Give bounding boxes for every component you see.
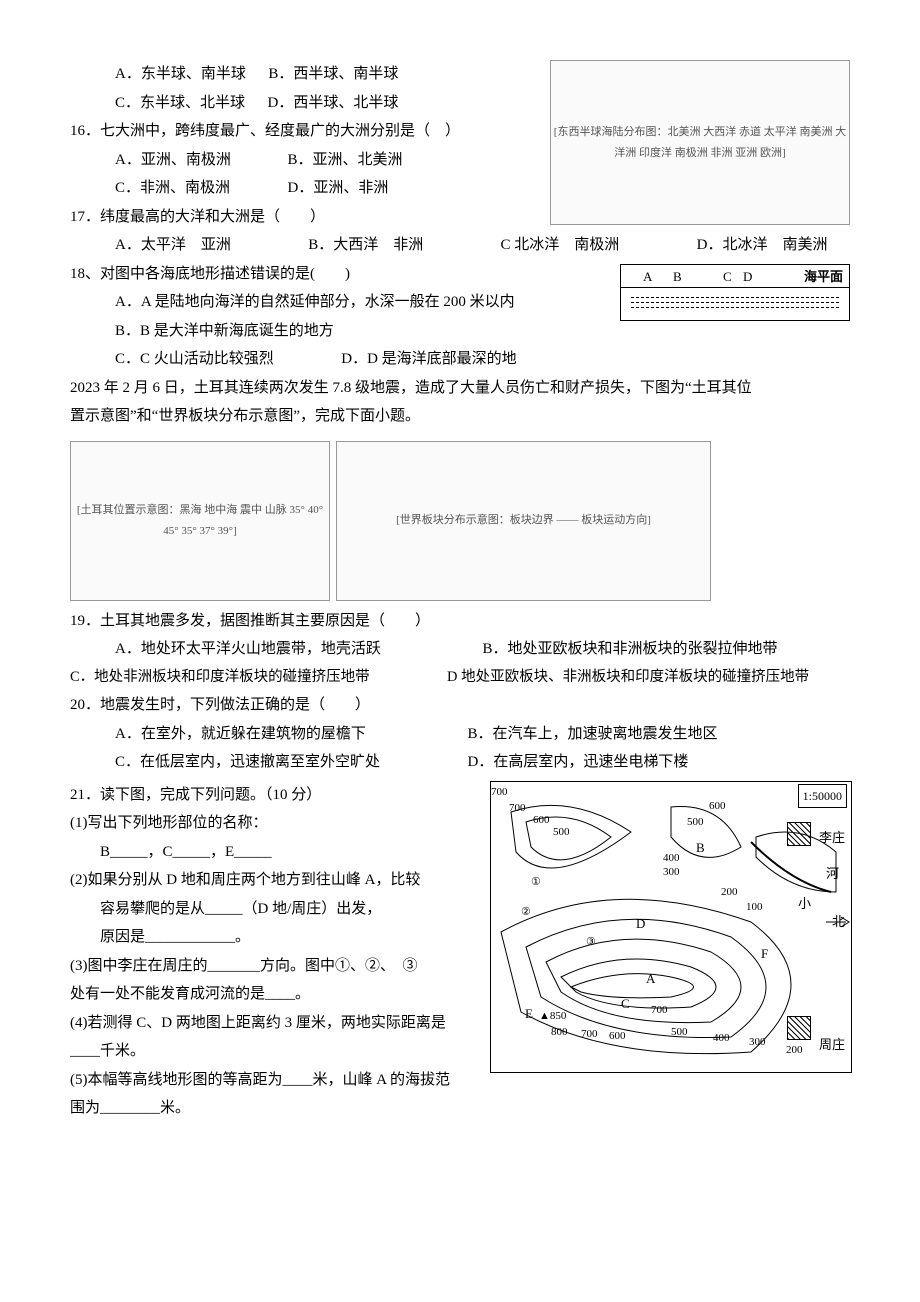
q20-opt-a: A．在室外，就近躲在建筑物的屋檐下 — [70, 720, 445, 749]
plate-map: [世界板块分布示意图：板块边界 —— 板块运动方向] — [336, 441, 711, 601]
c-A: A — [646, 967, 655, 992]
passage-turkey-l1: 2023 年 2 月 6 日，土耳其连续两次发生 7.8 级地震，造成了大量人员… — [70, 374, 850, 403]
c-500: 500 — [553, 822, 570, 843]
seafloor-figure: A B C D 海平面 — [620, 264, 850, 321]
q20-options-row1: A．在室外，就近躲在建筑物的屋檐下 B．在汽车上，加速驶离地震发生地区 — [70, 720, 850, 749]
q21-p1b: B_____，C_____，E_____ — [70, 838, 484, 867]
q19-options-row2: C．地处非洲板块和印度洋板块的碰撞挤压地带 D 地处亚欧板块、非洲板块和印度洋板… — [70, 664, 850, 692]
q16-options-row2: C．非洲、南极洲 D．亚洲、非洲 — [70, 174, 542, 203]
q19-opt-a: A．地处环太平洋火山地震带，地壳活跃 — [70, 635, 460, 664]
q15-opt-a: A．东半球、南半球 — [115, 60, 246, 89]
village-li-icon — [787, 822, 811, 846]
q16-stem: 16．七大洲中，跨纬度最广、经度最广的大洲分别是（ ） — [70, 117, 542, 146]
q19-stem: 19．土耳其地震多发，据图推断其主要原因是（ ） — [70, 607, 850, 636]
c-600c: 600 — [609, 1026, 626, 1047]
seafloor-label-d: D — [743, 265, 752, 290]
c-400b: 400 — [713, 1028, 730, 1049]
river-label: 河 — [826, 862, 839, 887]
q20-opt-b: B．在汽车上，加速驶离地震发生地区 — [468, 720, 718, 749]
turkey-location-caption: [土耳其位置示意图：黑海 地中海 震中 山脉 35° 40° 45° 35° 3… — [71, 500, 329, 542]
q20-stem: 20．地震发生时，下列做法正确的是（ ） — [70, 691, 850, 720]
c-700a: 700 — [491, 782, 508, 803]
q16-opt-c: C．非洲、南极洲 — [115, 174, 265, 203]
q19-opt-b: B．地处亚欧板块和非洲板块的张裂拉伸地带 — [483, 635, 778, 664]
q17-opt-c: C 北冰洋 南极洲 — [501, 231, 620, 260]
c-D: D — [636, 912, 645, 937]
q15-options-row1: A．东半球、南半球 B．西半球、南半球 — [70, 60, 542, 89]
c-700b: 700 — [581, 1024, 598, 1045]
c-500c: 500 — [671, 1022, 688, 1043]
seafloor-label-a: A — [643, 265, 652, 290]
c-300b: 300 — [749, 1032, 766, 1053]
q20-opt-c: C．在低层室内，迅速撤离至室外空旷处 — [70, 748, 445, 777]
q18-stem: 18、对图中各海底地形描述错误的是( ) — [70, 260, 614, 289]
c-800: 800 — [551, 1022, 568, 1043]
c-B: B — [696, 836, 705, 861]
small-label: 小 — [798, 892, 811, 917]
plate-map-caption: [世界板块分布示意图：板块边界 —— 板块运动方向] — [396, 510, 651, 531]
q17-opt-d: D．北冰洋 南美洲 — [697, 231, 828, 260]
q21-p5b: 围为________米。 — [70, 1094, 484, 1123]
c-500b: 500 — [687, 812, 704, 833]
q16-opt-d: D．亚洲、非洲 — [288, 174, 389, 203]
c-F: F — [761, 942, 768, 967]
c-600b: 600 — [709, 796, 726, 817]
c-three: ③ — [586, 932, 596, 953]
c-E: E — [525, 1002, 533, 1027]
turkey-location-map: [土耳其位置示意图：黑海 地中海 震中 山脉 35° 40° 45° 35° 3… — [70, 441, 330, 601]
q21-p5a: (5)本幅等高线地形图的等高距为____米，山峰 A 的海拔范 — [70, 1066, 484, 1095]
q17-opt-b: B．大西洋 非洲 — [308, 231, 423, 260]
village-li-label: 李庄 — [819, 826, 845, 851]
contour-map-figure: 1:50000 — [490, 781, 852, 1073]
q20-opt-d: D．在高层室内，迅速坐电梯下楼 — [468, 748, 689, 777]
c-700c: 700 — [651, 1000, 668, 1021]
passage-turkey-l2: 置示意图”和“世界板块分布示意图”，完成下面小题。 — [70, 402, 850, 431]
village-zhou-label: 周庄 — [819, 1033, 845, 1058]
c-100: 100 — [746, 897, 763, 918]
c-300: 300 — [663, 862, 680, 883]
q19-opt-c: C．地处非洲板块和印度洋板块的碰撞挤压地带 — [70, 664, 425, 692]
north-label: 北 — [832, 910, 845, 935]
q16-opt-a: A．亚洲、南极洲 — [115, 146, 265, 175]
q15-opt-c: C．东半球、北半球 — [115, 89, 245, 118]
q19-opt-d: D 地处亚欧板块、非洲板块和印度洋板块的碰撞挤压地带 — [447, 664, 809, 692]
hemispheres-map-caption: [东西半球海陆分布图：北美洲 大西洋 赤道 太平洋 南美洲 大洋洲 印度洋 南极… — [551, 122, 849, 164]
q15-options-row2: C．东半球、北半球 D．西半球、北半球 — [70, 89, 542, 118]
seafloor-label-c: C — [723, 265, 732, 290]
seafloor-sealevel-text: 海平面 — [804, 265, 843, 290]
q15-opt-b: B．西半球、南半球 — [268, 60, 398, 89]
village-zhou-icon — [787, 1016, 811, 1040]
q18-opt-b: B．B 是大洋中新海底诞生的地方 — [70, 317, 614, 346]
q21-p2a: (2)如果分别从 D 地和周庄两个地方到往山峰 A，比较 — [70, 866, 484, 895]
q17-stem: 17．纬度最高的大洋和大洲是（ ） — [70, 203, 542, 232]
c-600: 600 — [533, 810, 550, 831]
q17-options: A．太平洋 亚洲 B．大西洋 非洲 C 北冰洋 南极洲 D．北冰洋 南美洲 — [70, 231, 850, 260]
hemispheres-map-figure: [东西半球海陆分布图：北美洲 大西洋 赤道 太平洋 南美洲 大洋洲 印度洋 南极… — [550, 60, 850, 225]
c-one: ① — [531, 872, 541, 893]
c-C: C — [621, 992, 630, 1017]
q21-p2c: 原因是____________。 — [70, 923, 484, 952]
q18-opt-c: C．C 火山活动比较强烈 — [115, 351, 274, 367]
q21-p4b: ____千米。 — [70, 1037, 484, 1066]
q15-opt-d: D．西半球、北半球 — [268, 89, 399, 118]
c-two: ② — [521, 902, 531, 923]
q21-p4a: (4)若测得 C、D 两地图上距离约 3 厘米，两地实际距离是 — [70, 1009, 484, 1038]
q17-opt-a: A．太平洋 亚洲 — [115, 231, 231, 260]
q16-opt-b: B．亚洲、北美洲 — [288, 146, 403, 175]
q16-options-row1: A．亚洲、南极洲 B．亚洲、北美洲 — [70, 146, 542, 175]
q21-p2b: 容易攀爬的是从_____（D 地/周庄）出发， — [70, 895, 484, 924]
q19-options-row1: A．地处环太平洋火山地震带，地壳活跃 B．地处亚欧板块和非洲板块的张裂拉伸地带 — [70, 635, 850, 664]
q18-opt-a: A．A 是陆地向海洋的自然延伸部分，水深一般在 200 米以内 — [70, 288, 614, 317]
seafloor-label-b: B — [673, 265, 682, 290]
c-700: 700 — [509, 798, 526, 819]
q18-opt-d: D．D 是海洋底部最深的地 — [341, 351, 516, 367]
c-200b: 200 — [786, 1040, 803, 1061]
c-200: 200 — [721, 882, 738, 903]
q21-p1: (1)写出下列地形部位的名称： — [70, 809, 484, 838]
q21-stem: 21．读下图，完成下列问题。（10 分） — [70, 781, 484, 810]
q21-p3a: (3)图中李庄在周庄的_______方向。图中①、②、 ③ — [70, 952, 484, 981]
q21-p3b: 处有一处不能发育成河流的是____。 — [70, 980, 484, 1009]
q20-options-row2: C．在低层室内，迅速撤离至室外空旷处 D．在高层室内，迅速坐电梯下楼 — [70, 748, 850, 777]
